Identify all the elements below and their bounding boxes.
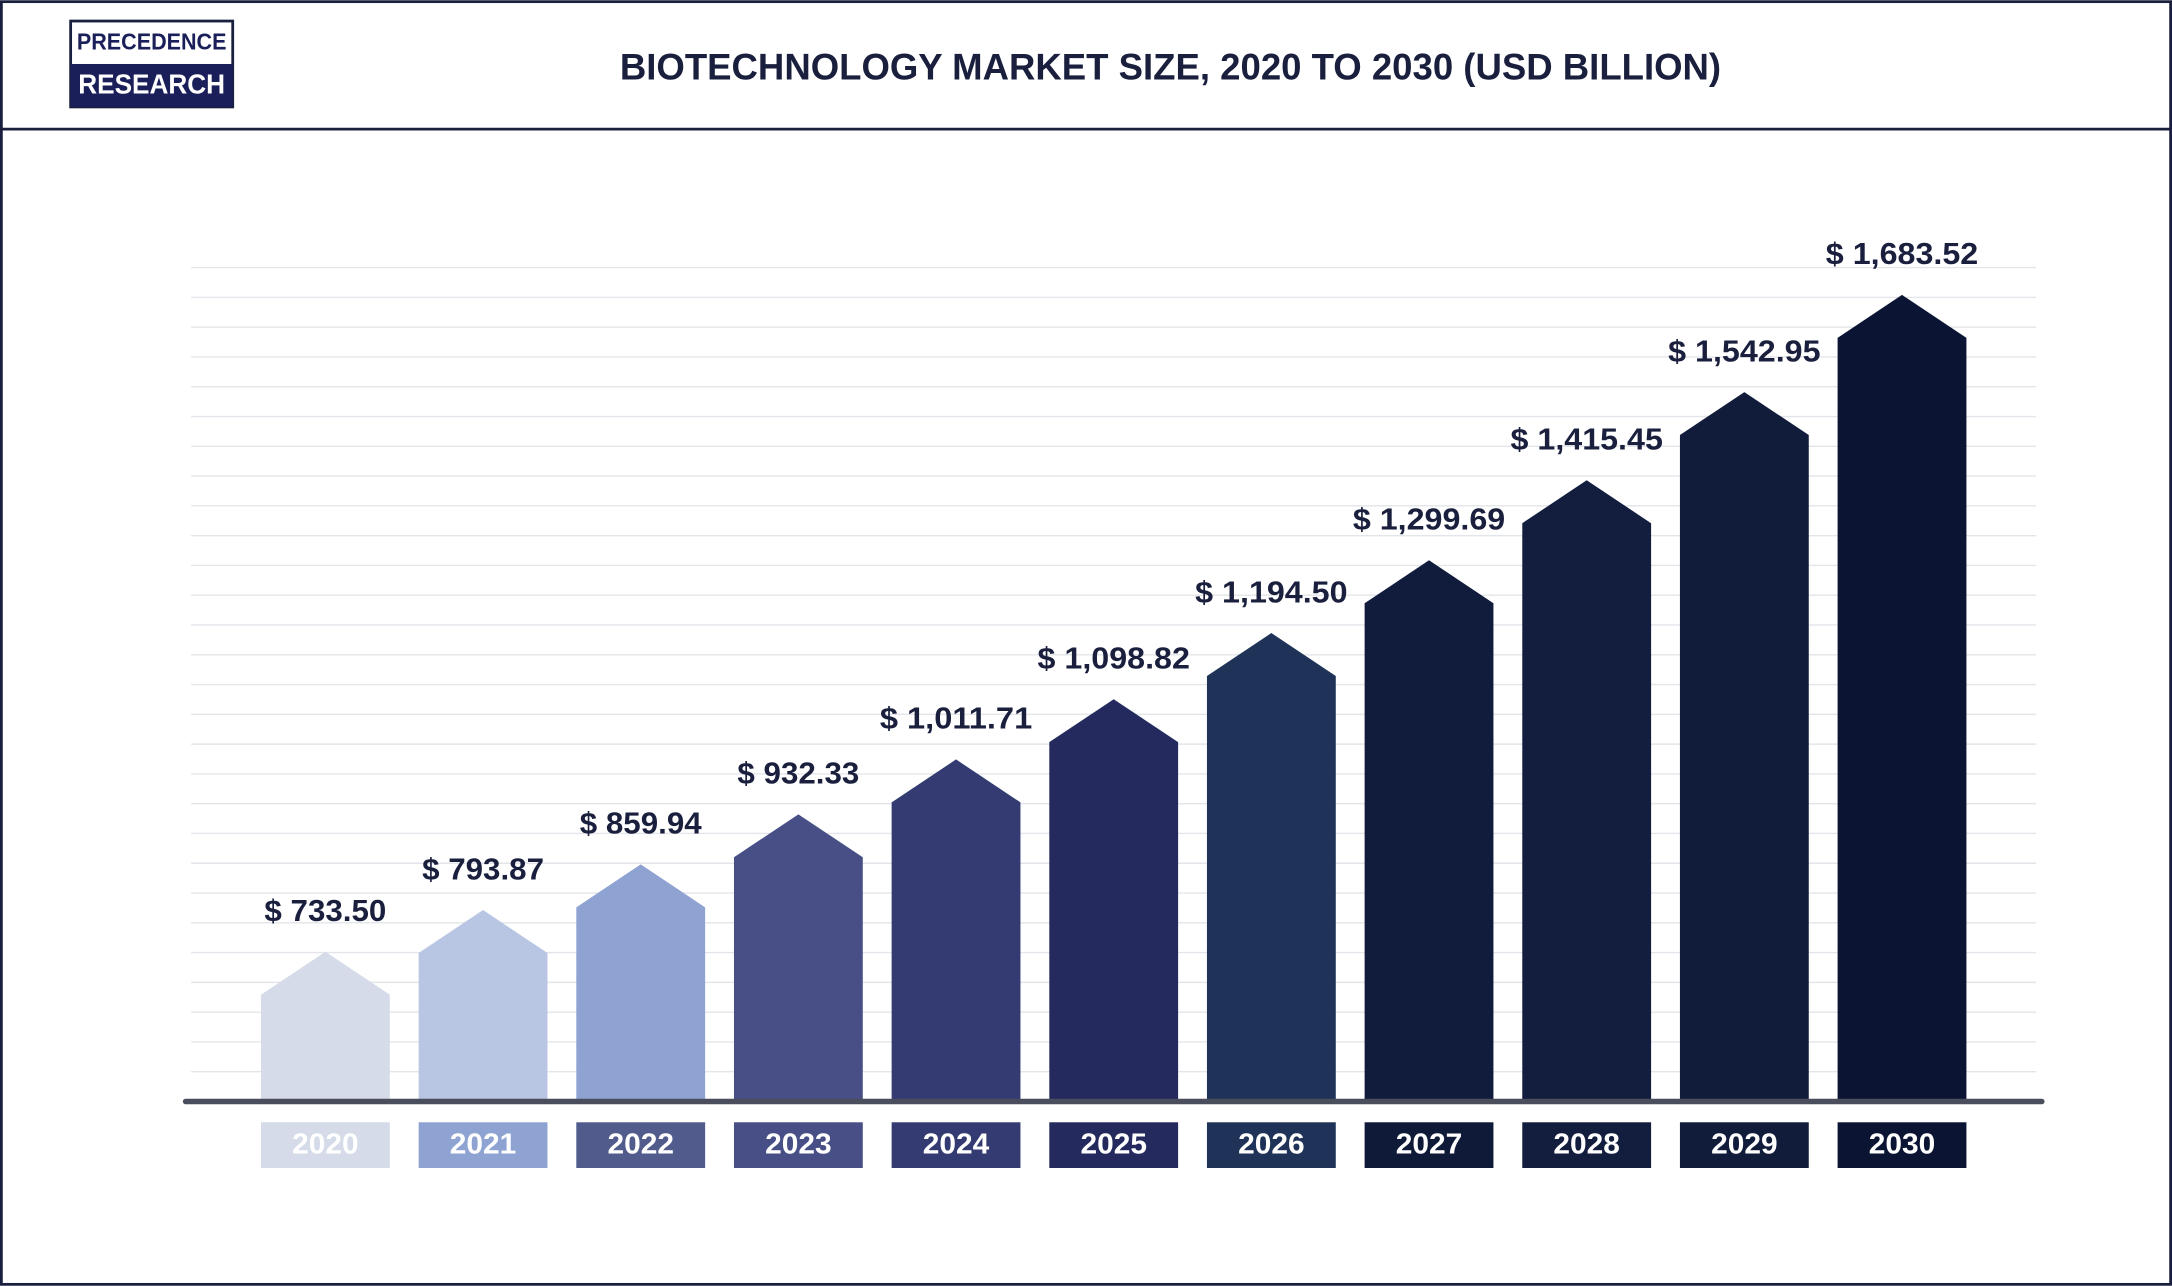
bar: [733, 814, 863, 1102]
bar: [1049, 699, 1179, 1102]
category-box: [418, 1122, 548, 1168]
logo-text: RESEARCH: [78, 68, 225, 99]
category-box: [1049, 1122, 1179, 1168]
data-label: $ 1,299.69: [1353, 503, 1505, 537]
category-box: [1206, 1122, 1336, 1168]
category-box: [1679, 1122, 1809, 1168]
x-tick-label: 2025: [1080, 1129, 1146, 1161]
data-label: $ 1,683.52: [1826, 237, 1978, 271]
x-tick-label: 2023: [765, 1129, 831, 1161]
data-label: $ 793.87: [422, 852, 544, 886]
category-box: [1837, 1122, 1967, 1168]
x-tick-label: 2024: [923, 1129, 990, 1161]
x-tick-label: 2028: [1553, 1129, 1619, 1161]
data-label: $ 1,011.71: [880, 702, 1032, 736]
x-tick-label: 2021: [450, 1129, 516, 1161]
data-label: $ 1,542.95: [1668, 334, 1820, 368]
bar: [1679, 392, 1809, 1102]
x-tick-label: 2020: [292, 1129, 358, 1161]
logo-band: [70, 63, 233, 107]
bar: [1837, 294, 1967, 1102]
bar: [1522, 480, 1652, 1102]
category-box: [891, 1122, 1021, 1168]
x-tick-label: 2030: [1869, 1129, 1935, 1161]
bar: [1364, 560, 1494, 1102]
bar: [418, 910, 548, 1102]
x-tick-label: 2029: [1711, 1129, 1777, 1161]
data-label: $ 859.94: [580, 807, 702, 841]
bar: [260, 951, 390, 1102]
x-tick-label: 2027: [1396, 1129, 1462, 1161]
chart-title: BIOTECHNOLOGY MARKET SIZE, 2020 TO 2030 …: [620, 45, 1721, 87]
x-tick-label: 2022: [607, 1129, 673, 1161]
data-label: $ 1,194.50: [1195, 575, 1347, 609]
category-box: [1522, 1122, 1652, 1168]
data-label: $ 1,415.45: [1511, 423, 1663, 457]
bar: [1206, 633, 1336, 1102]
category-box: [576, 1122, 706, 1168]
bar: [576, 864, 706, 1102]
x-tick-label: 2026: [1238, 1129, 1304, 1161]
logo-text: PRECEDENCE: [77, 28, 227, 54]
bar: [891, 759, 1021, 1102]
data-label: $ 1,098.82: [1038, 641, 1190, 675]
category-box: [733, 1122, 863, 1168]
data-label: $ 733.50: [264, 894, 386, 928]
category-box: [1364, 1122, 1494, 1168]
category-box: [260, 1122, 390, 1168]
data-label: $ 932.33: [737, 757, 859, 791]
